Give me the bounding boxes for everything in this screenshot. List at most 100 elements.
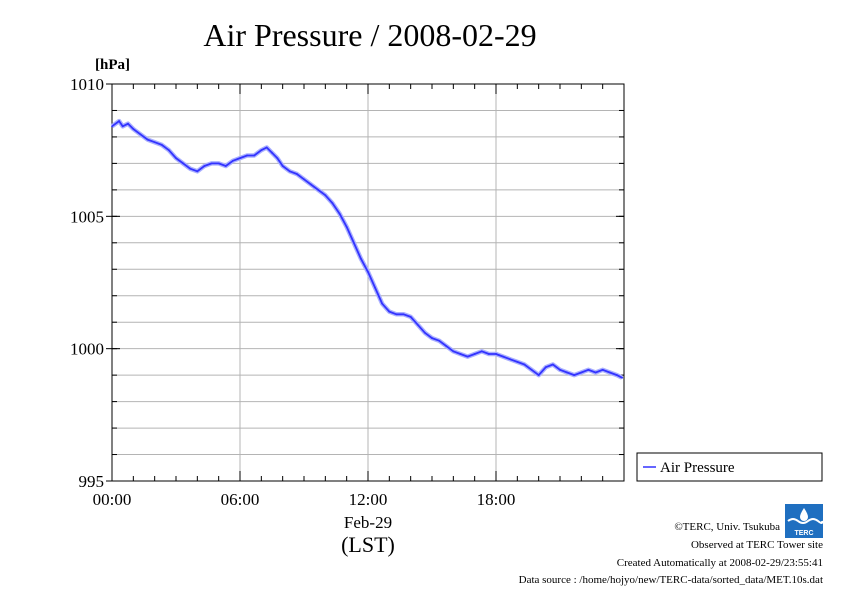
data-point [544, 366, 547, 369]
data-point [459, 353, 462, 355]
plot-area [106, 83, 625, 482]
data-point [239, 157, 241, 160]
gridlines [112, 84, 624, 481]
x-tick-label: 12:00 [349, 490, 388, 509]
data-point [615, 374, 618, 377]
data-point [295, 173, 298, 175]
data-point [167, 149, 170, 152]
data-point [231, 159, 234, 162]
data-point [111, 125, 113, 128]
y-tick-label: 1005 [70, 207, 104, 226]
data-point [288, 170, 291, 173]
data-point [224, 165, 227, 167]
axis-ticks [106, 83, 624, 482]
data-point [118, 120, 121, 122]
copyright-text: ©TERC, Univ. Tsukuba [674, 521, 780, 533]
x-date-label: Feb-29 [344, 513, 392, 532]
data-point [516, 361, 519, 363]
data-point [438, 339, 441, 342]
data-point [331, 202, 334, 205]
data-point [416, 323, 419, 326]
data-point [359, 257, 362, 260]
data-point [132, 128, 135, 130]
data-point [495, 353, 497, 355]
data-point [487, 353, 490, 355]
data-point [367, 271, 369, 273]
x-tick-labels: 00:00 06:00 12:00 18:00 [93, 490, 516, 509]
logo-wave [787, 518, 824, 524]
data-point [523, 363, 526, 366]
data-point [480, 350, 483, 353]
data-point [381, 302, 384, 305]
data-point [281, 165, 284, 167]
data-point [573, 374, 576, 377]
data-point [388, 310, 391, 313]
data-point [537, 374, 540, 377]
chart-title: Air Pressure / 2008-02-29 [203, 17, 536, 53]
data-point [271, 151, 273, 154]
data-point [530, 368, 533, 371]
created-text: Created Automatically at 2008-02-29/23:5… [617, 557, 823, 569]
data-point [310, 183, 313, 186]
data-point [189, 167, 192, 170]
data-point [303, 178, 305, 181]
data-point [146, 138, 149, 141]
data-point [502, 355, 505, 358]
legend-label: Air Pressure [660, 460, 735, 476]
y-tick-labels: 1010 1005 1000 995 [70, 75, 104, 491]
data-point [352, 241, 355, 244]
logo-drop [800, 508, 808, 521]
source-text: Data source : /home/hojyo/new/TERC-data/… [519, 574, 823, 586]
data-point [402, 313, 405, 316]
series-layer [110, 118, 624, 380]
data-point [466, 355, 469, 358]
data-point [431, 337, 433, 339]
data-point [601, 368, 604, 371]
data-point [246, 154, 249, 157]
data-point [182, 162, 185, 165]
y-tick-label: 1010 [70, 75, 104, 94]
legend: Air Pressure [636, 452, 823, 482]
logo-text: TERC [794, 530, 813, 537]
data-point [423, 331, 426, 334]
data-point [210, 162, 213, 165]
data-point [338, 212, 341, 215]
terc-logo: TERC [785, 504, 824, 538]
data-point [121, 125, 124, 128]
data-point [445, 345, 448, 347]
data-point [608, 371, 611, 374]
data-point [473, 353, 476, 355]
data-point [265, 146, 268, 149]
data-point [580, 371, 583, 374]
data-point [317, 188, 320, 191]
data-point [175, 157, 177, 160]
data-point [203, 165, 206, 167]
data-point [395, 313, 398, 316]
data-point [160, 143, 163, 146]
data-point [260, 149, 263, 152]
data-point [559, 368, 561, 371]
data-point [509, 358, 512, 361]
x-tick-label: 06:00 [221, 490, 260, 509]
data-point [253, 154, 256, 157]
x-axis-label: (LST) [341, 532, 395, 557]
y-unit-label: [hPa] [95, 57, 130, 73]
data-point [566, 371, 569, 374]
series-line-halo [110, 118, 624, 380]
data-point [452, 350, 455, 353]
x-tick-label: 00:00 [93, 490, 132, 509]
observed-text: Observed at TERC Tower site [691, 539, 823, 551]
y-tick-label: 995 [79, 472, 105, 491]
data-point [374, 286, 377, 289]
x-tick-label: 18:00 [477, 490, 516, 509]
y-tick-label: 1000 [70, 340, 104, 359]
data-point [551, 363, 554, 366]
data-point [345, 226, 348, 228]
data-point [127, 122, 129, 125]
data-point [153, 141, 156, 144]
data-point [587, 368, 590, 371]
data-point [276, 157, 279, 160]
data-point [621, 376, 624, 379]
data-point [217, 162, 220, 165]
